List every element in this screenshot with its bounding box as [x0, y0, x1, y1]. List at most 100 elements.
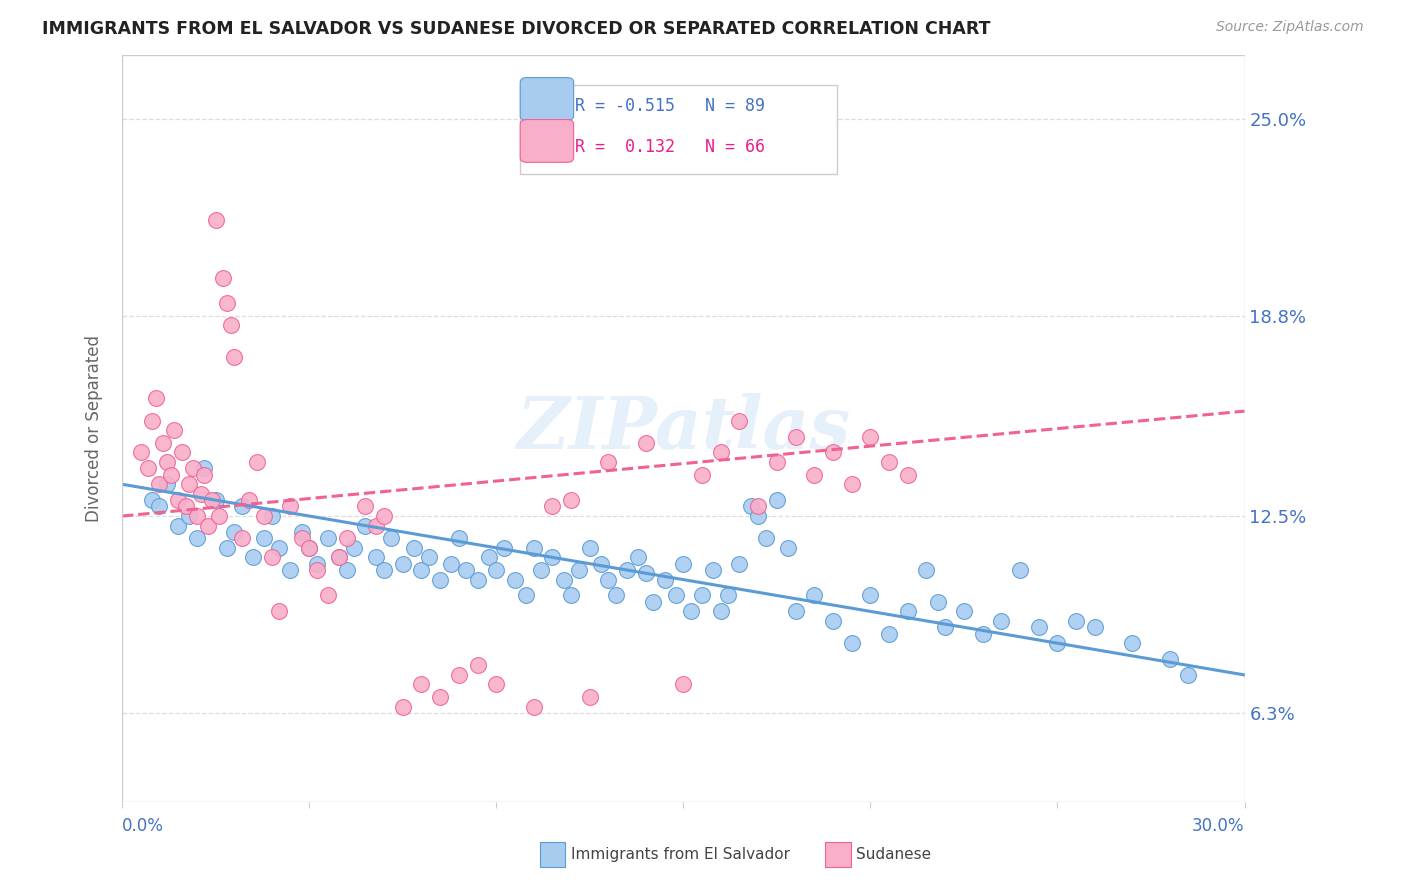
Point	[253, 531, 276, 545]
Point	[877, 626, 900, 640]
Point	[859, 589, 882, 603]
Point	[231, 500, 253, 514]
Point	[616, 563, 638, 577]
Point	[246, 455, 269, 469]
Point	[328, 550, 350, 565]
Point	[231, 531, 253, 545]
Point	[643, 595, 665, 609]
Point	[238, 493, 260, 508]
Text: 0.0%: 0.0%	[122, 817, 165, 835]
Point	[167, 518, 190, 533]
Point	[654, 573, 676, 587]
Point	[665, 589, 688, 603]
Point	[335, 563, 357, 577]
Point	[897, 604, 920, 618]
Point	[335, 531, 357, 545]
Point	[224, 350, 246, 364]
Point	[1028, 620, 1050, 634]
Point	[269, 541, 291, 555]
Point	[934, 620, 956, 634]
Point	[541, 550, 564, 565]
Point	[841, 477, 863, 491]
Point	[201, 493, 224, 508]
Text: 30.0%: 30.0%	[1192, 817, 1244, 835]
Point	[728, 557, 751, 571]
Point	[560, 589, 582, 603]
Point	[391, 699, 413, 714]
Point	[478, 550, 501, 565]
Point	[503, 573, 526, 587]
Text: ZIPatlas: ZIPatlas	[516, 393, 851, 464]
Point	[877, 455, 900, 469]
Point	[567, 563, 589, 577]
Point	[298, 541, 321, 555]
Point	[174, 500, 197, 514]
Point	[402, 541, 425, 555]
Point	[215, 541, 238, 555]
Point	[204, 213, 226, 227]
Point	[990, 614, 1012, 628]
Point	[190, 487, 212, 501]
Point	[291, 524, 314, 539]
Point	[605, 589, 627, 603]
Point	[129, 445, 152, 459]
Point	[766, 455, 789, 469]
Point	[181, 461, 204, 475]
Point	[152, 436, 174, 450]
Point	[523, 541, 546, 555]
Point	[429, 573, 451, 587]
Text: Immigrants from El Salvador: Immigrants from El Salvador	[571, 847, 790, 862]
Point	[728, 414, 751, 428]
Point	[803, 589, 825, 603]
Point	[747, 509, 769, 524]
Point	[927, 595, 949, 609]
Point	[598, 455, 620, 469]
Point	[163, 423, 186, 437]
Point	[821, 445, 844, 459]
Point	[467, 658, 489, 673]
Point	[1064, 614, 1087, 628]
Point	[523, 699, 546, 714]
Point	[972, 626, 994, 640]
Point	[541, 500, 564, 514]
Point	[141, 414, 163, 428]
Point	[354, 518, 377, 533]
Text: Sudanese: Sudanese	[856, 847, 931, 862]
Point	[193, 461, 215, 475]
Point	[179, 509, 201, 524]
Point	[316, 531, 339, 545]
Point	[755, 531, 778, 545]
Point	[343, 541, 366, 555]
Point	[298, 541, 321, 555]
Point	[156, 455, 179, 469]
Point	[1008, 563, 1031, 577]
Point	[456, 563, 478, 577]
Point	[515, 589, 537, 603]
Point	[747, 500, 769, 514]
Point	[710, 445, 733, 459]
Point	[391, 557, 413, 571]
Point	[447, 531, 470, 545]
Point	[953, 604, 976, 618]
Point	[915, 563, 938, 577]
Text: R =  0.132   N = 66: R = 0.132 N = 66	[575, 138, 765, 156]
Point	[776, 541, 799, 555]
Text: IMMIGRANTS FROM EL SALVADOR VS SUDANESE DIVORCED OR SEPARATED CORRELATION CHART: IMMIGRANTS FROM EL SALVADOR VS SUDANESE …	[42, 20, 991, 37]
Point	[328, 550, 350, 565]
Point	[1121, 636, 1143, 650]
Point	[785, 604, 807, 618]
Point	[467, 573, 489, 587]
Point	[148, 477, 170, 491]
Point	[766, 493, 789, 508]
Point	[215, 296, 238, 310]
Point	[702, 563, 724, 577]
Point	[560, 493, 582, 508]
Point	[242, 550, 264, 565]
Point	[204, 493, 226, 508]
Point	[136, 461, 159, 475]
Point	[485, 563, 508, 577]
Text: R = -0.515   N = 89: R = -0.515 N = 89	[575, 97, 765, 115]
Point	[690, 589, 713, 603]
Point	[193, 467, 215, 482]
Point	[269, 604, 291, 618]
